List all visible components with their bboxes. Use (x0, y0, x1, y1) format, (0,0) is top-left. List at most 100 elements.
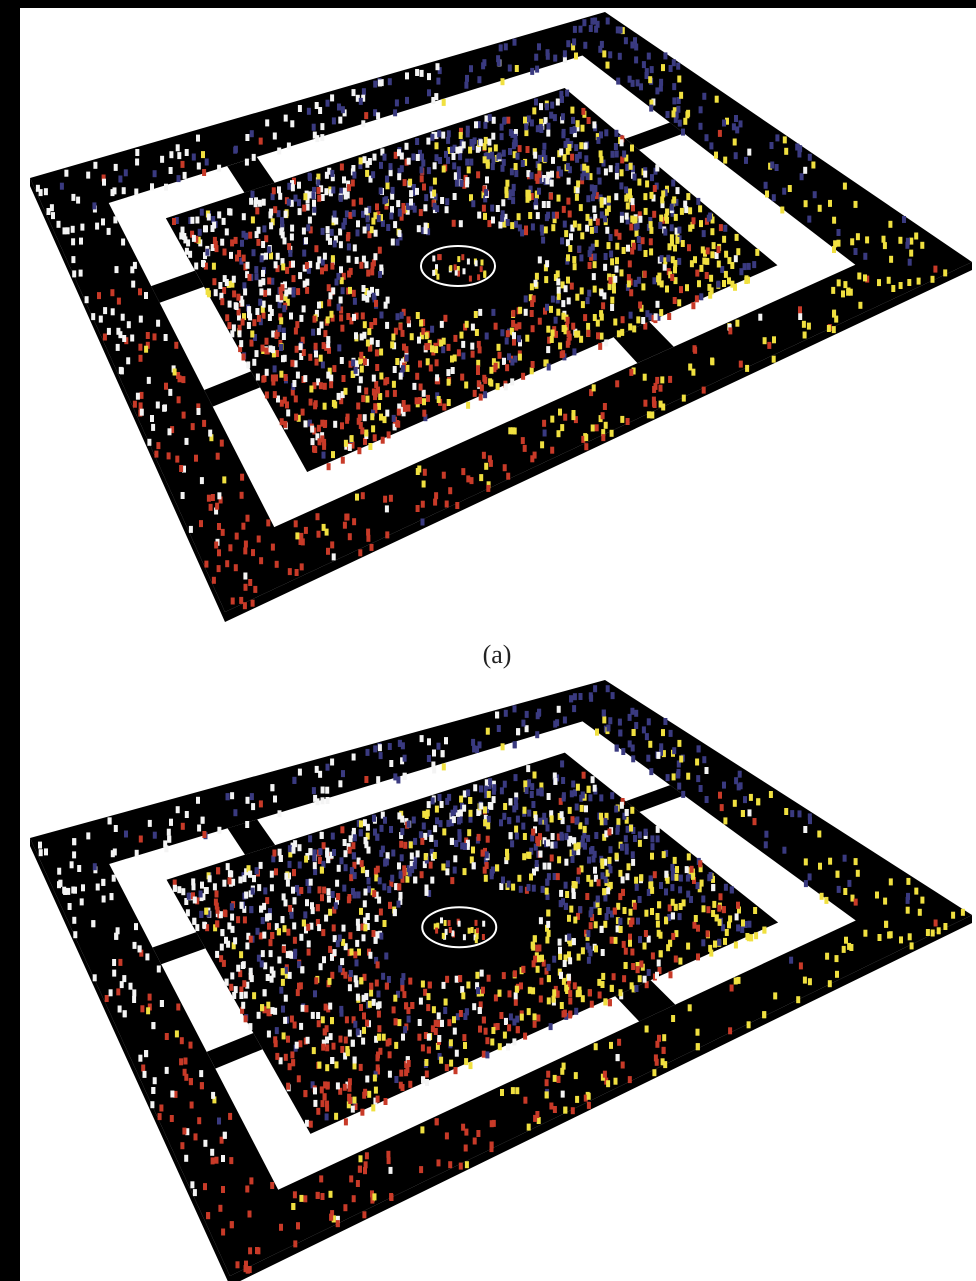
agent (539, 917, 543, 924)
agent (664, 871, 668, 878)
agent (336, 1220, 340, 1227)
agent (328, 1003, 332, 1010)
agent (284, 1054, 288, 1061)
agent (259, 862, 263, 869)
agent (190, 1102, 194, 1109)
agent (270, 884, 274, 891)
agent (587, 957, 591, 964)
agent (559, 972, 563, 979)
agent (322, 452, 326, 459)
agent (324, 188, 328, 195)
agent (617, 1039, 621, 1046)
agent (132, 996, 136, 1003)
agent (550, 855, 554, 862)
agent (230, 1221, 234, 1228)
agent (797, 151, 801, 158)
agent (513, 705, 517, 712)
agent (369, 322, 373, 329)
agent (420, 735, 424, 742)
agent (356, 403, 360, 410)
agent (246, 797, 250, 804)
agent (589, 25, 593, 32)
agent (235, 255, 239, 262)
agent (326, 100, 330, 107)
agent (622, 151, 626, 158)
agent (316, 262, 320, 269)
agent (808, 978, 812, 985)
agent (559, 890, 563, 897)
agent (368, 1001, 372, 1008)
agent (808, 154, 812, 161)
agent (462, 1034, 466, 1041)
agent (320, 420, 324, 427)
agent (505, 338, 509, 345)
agent (403, 1026, 407, 1033)
agent (754, 932, 758, 939)
agent (629, 909, 633, 916)
agent (269, 222, 273, 229)
agent (150, 415, 154, 422)
agent (400, 816, 404, 823)
agent (421, 981, 425, 988)
agent (723, 938, 727, 945)
agent (566, 254, 570, 261)
agent (311, 329, 315, 336)
agent (247, 311, 251, 318)
agent (837, 240, 841, 247)
agent (572, 348, 576, 355)
agent (613, 908, 617, 915)
agent (359, 352, 363, 359)
agent (407, 821, 411, 828)
agent (363, 156, 367, 163)
agent (352, 852, 356, 859)
agent (180, 1037, 184, 1044)
agent (579, 26, 583, 33)
agent (206, 1212, 210, 1219)
agent (215, 903, 219, 910)
agent (863, 253, 867, 260)
agent (267, 923, 271, 930)
agent (368, 952, 372, 959)
agent (71, 194, 75, 201)
agent (445, 1132, 449, 1139)
agent (333, 211, 337, 218)
agent (203, 225, 207, 232)
agent (546, 824, 550, 831)
agent (389, 760, 393, 767)
agent (342, 925, 346, 932)
agent (295, 532, 299, 539)
agent (277, 186, 281, 193)
agent (636, 79, 640, 86)
agent (659, 309, 663, 316)
agent (121, 239, 125, 246)
agent (164, 383, 168, 390)
agent (405, 97, 409, 104)
agent (657, 273, 661, 280)
agent (321, 1193, 325, 1200)
agent (641, 283, 645, 290)
agent (403, 842, 407, 849)
agent (352, 172, 356, 179)
agent (567, 178, 571, 185)
agent (228, 301, 232, 308)
agent (538, 155, 542, 162)
agent (266, 519, 270, 526)
agent (167, 836, 171, 843)
agent (427, 993, 431, 1000)
agent (151, 1087, 155, 1094)
agent (656, 826, 660, 833)
agent (486, 836, 490, 843)
agent (583, 314, 587, 321)
agent (80, 224, 84, 231)
agent (447, 130, 451, 137)
agent (741, 920, 745, 927)
agent (478, 1007, 482, 1014)
agent (248, 579, 252, 586)
agent (126, 357, 130, 364)
agent (286, 1036, 290, 1043)
agent (789, 957, 793, 964)
agent (699, 265, 703, 272)
agent (435, 1118, 439, 1125)
agent (133, 262, 137, 269)
agent (51, 212, 55, 219)
